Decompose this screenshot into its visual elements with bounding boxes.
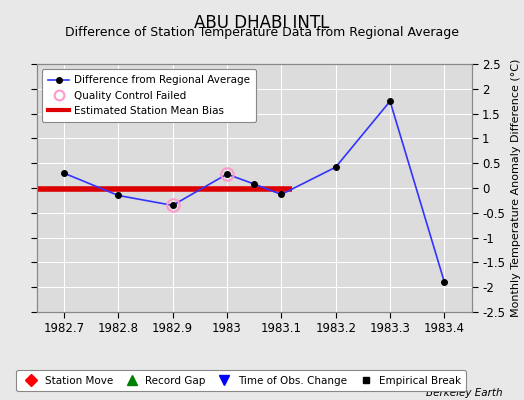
Text: Difference of Station Temperature Data from Regional Average: Difference of Station Temperature Data f… [65,26,459,39]
Text: ABU DHABI INTL: ABU DHABI INTL [194,14,330,32]
Legend: Difference from Regional Average, Quality Control Failed, Estimated Station Mean: Difference from Regional Average, Qualit… [42,69,256,122]
Text: Berkeley Earth: Berkeley Earth [427,388,503,398]
Y-axis label: Monthly Temperature Anomaly Difference (°C): Monthly Temperature Anomaly Difference (… [510,59,520,317]
Legend: Station Move, Record Gap, Time of Obs. Change, Empirical Break: Station Move, Record Gap, Time of Obs. C… [16,370,466,391]
